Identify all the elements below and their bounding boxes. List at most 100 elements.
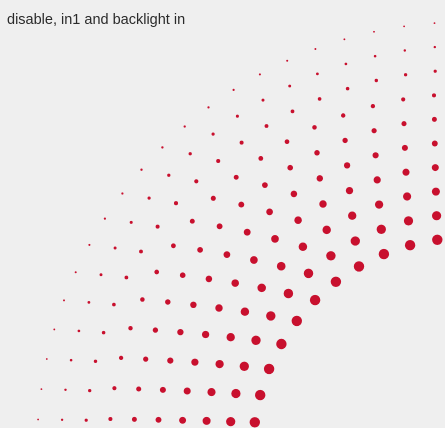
halftone-dot: [374, 200, 384, 209]
halftone-dot: [159, 386, 166, 393]
halftone-dot: [191, 358, 199, 366]
halftone-dot: [403, 192, 412, 201]
halftone-dot: [403, 73, 408, 77]
halftone-dot: [353, 261, 365, 272]
halftone-dot: [239, 361, 249, 371]
halftone-dot: [101, 330, 106, 335]
halftone-dot: [312, 125, 317, 130]
halftone-dot: [344, 62, 348, 66]
halftone-dot: [207, 106, 210, 109]
halftone-dot: [161, 146, 164, 149]
halftone-dot: [370, 103, 376, 109]
halftone-dot: [188, 152, 192, 156]
halftone-dot: [152, 327, 159, 333]
halftone-dot: [433, 45, 436, 49]
caption-text: disable, in1 and backlight in: [7, 12, 186, 28]
halftone-dot: [167, 357, 174, 364]
halftone-dot: [197, 247, 203, 253]
halftone-dot: [341, 113, 346, 118]
halftone-dot: [112, 386, 117, 391]
halftone-dot: [350, 236, 360, 246]
halftone-dot: [243, 228, 251, 236]
halftone-dot: [128, 326, 133, 331]
halftone-dot: [343, 162, 351, 169]
halftone-dot: [154, 269, 160, 275]
halftone-dot: [251, 335, 261, 345]
halftone-dot: [432, 211, 442, 221]
halftone-dot: [63, 299, 65, 302]
halftone-dot: [343, 38, 346, 41]
halftone-dot: [37, 418, 39, 421]
halftone-dot: [401, 144, 408, 151]
halftone-dot: [290, 109, 295, 114]
halftone-dot: [373, 54, 377, 58]
halftone-dot: [284, 139, 290, 145]
halftone-dot: [112, 302, 116, 307]
halftone-dot: [298, 242, 308, 251]
halftone-dot: [69, 358, 73, 362]
halftone-dot: [262, 182, 268, 188]
halftone-dot: [216, 158, 221, 164]
halftone-dot: [264, 124, 269, 128]
halftone-dot: [205, 275, 213, 283]
halftone-dot: [183, 125, 186, 128]
halftone-dot: [431, 93, 437, 98]
halftone-dot: [403, 216, 414, 226]
halftone-dot: [165, 299, 171, 305]
halftone-dot: [215, 304, 223, 312]
halftone-dot: [316, 72, 319, 76]
halftone-dot: [432, 234, 443, 245]
halftone-dot: [210, 195, 216, 201]
halftone-dot: [40, 388, 43, 390]
halftone-dot: [143, 356, 149, 362]
halftone-dot: [216, 223, 223, 230]
halftone-dot: [147, 196, 151, 200]
halftone-dot: [140, 297, 145, 302]
halftone-dot: [330, 276, 342, 287]
halftone-dot: [108, 416, 113, 422]
halftone-dot: [266, 208, 273, 216]
halftone-dot: [53, 328, 56, 331]
halftone-dot: [211, 132, 215, 136]
halftone-dot: [239, 140, 244, 145]
halftone-dot: [401, 97, 406, 102]
halftone-dot: [303, 268, 314, 279]
halftone-dot: [401, 121, 407, 127]
halftone-dot: [373, 176, 381, 184]
halftone-dot: [378, 248, 390, 260]
halftone-dot: [202, 416, 211, 425]
halftone-dot: [290, 190, 298, 198]
halftone-dot: [258, 156, 264, 161]
halftone-dot: [345, 186, 354, 195]
halftone-dot: [139, 249, 143, 254]
halftone-dot: [249, 417, 260, 428]
halftone-dot: [433, 22, 436, 24]
halftone-dot: [131, 416, 137, 422]
halftone-dot: [345, 86, 350, 91]
halftone-dot: [342, 137, 348, 144]
halftone-dot: [88, 243, 91, 246]
halftone-dot: [240, 307, 250, 316]
halftone-dot: [129, 220, 133, 224]
halftone-dot: [183, 387, 191, 395]
halftone-dot: [215, 359, 224, 369]
halftone-dot: [136, 386, 142, 392]
halftone-dot: [189, 218, 195, 224]
halftone-dot: [402, 168, 410, 176]
halftone-dot: [238, 201, 245, 208]
halftone-dot: [223, 251, 231, 258]
halftone-dot: [276, 261, 286, 271]
halftone-dot: [276, 338, 287, 350]
halftone-dot: [103, 217, 106, 220]
halftone-dot: [155, 224, 160, 229]
halftone-dot: [283, 288, 294, 299]
halftone-dot: [233, 174, 239, 180]
halftone-dot: [74, 271, 77, 274]
halftone-dot: [99, 273, 103, 277]
halftone-dot: [271, 235, 279, 243]
halftone-dot: [121, 192, 124, 195]
halftone-dot: [231, 388, 241, 399]
halftone-dot: [190, 301, 197, 309]
halftone-dot: [93, 359, 98, 363]
